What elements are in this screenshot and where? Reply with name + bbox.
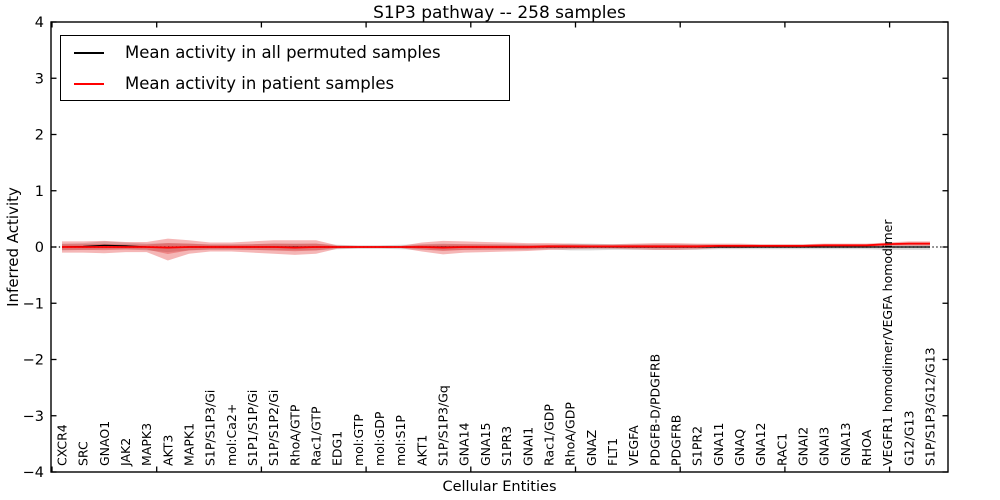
y-tick-label: 0 (35, 240, 44, 256)
x-category-label: GNAI1 (520, 427, 535, 466)
patient-band-outer (62, 238, 930, 261)
x-category-label: PDGFRB (668, 415, 683, 466)
x-category-label: PDGFB-D/PDGFRB (647, 354, 662, 466)
x-category-label: EDG1 (330, 431, 345, 466)
legend-item-permuted: Mean activity in all permuted samples (61, 37, 509, 68)
x-category-label: CXCR4 (55, 424, 70, 466)
x-category-label: VEGFR1 homodimer/VEGFA homodimer (880, 219, 895, 466)
y-axis-label: Inferred Activity (4, 187, 22, 307)
x-category-label: GNAZ (584, 430, 599, 466)
y-tick-label: −3 (23, 409, 44, 425)
x-category-label: GNA13 (838, 423, 853, 467)
x-category-label: S1P1/S1P/Gi (245, 390, 260, 466)
x-category-label: GNAQ (732, 429, 747, 466)
x-category-label: S1P/S1P3/Gq (436, 385, 451, 466)
x-category-label: MAPK1 (182, 423, 197, 466)
x-category-label: SRC (76, 441, 91, 466)
y-tick-label: 3 (35, 71, 44, 87)
x-category-label: GNA11 (711, 423, 726, 467)
legend-label: Mean activity in patient samples (125, 74, 395, 93)
x-category-label: Rac1/GTP (309, 406, 324, 466)
y-tick-label: −1 (23, 296, 44, 312)
x-category-label: GNA12 (753, 423, 768, 467)
x-category-label: GNAO1 (97, 421, 112, 466)
x-category-label: RHOA (859, 429, 874, 466)
x-category-label: S1P/S1P3/G12/G13 (923, 347, 938, 466)
x-category-label: GNAI2 (795, 427, 810, 466)
x-category-label: JAK2 (118, 438, 133, 467)
permuted-line-sample-icon (74, 51, 104, 54)
x-category-label: GNAI3 (817, 427, 832, 466)
y-tick-label: 1 (35, 184, 44, 200)
x-category-label: VEGFA (626, 425, 641, 466)
x-category-label: MAPK3 (139, 423, 154, 466)
patient-line-sample-icon (74, 82, 104, 85)
x-category-label: RhoA/GDP (563, 402, 578, 466)
x-category-label: G12/G13 (901, 411, 916, 466)
x-category-label: RAC1 (774, 433, 789, 466)
x-category-label: Rac1/GDP (541, 404, 556, 466)
x-category-label: AKT1 (414, 435, 429, 466)
y-tick-label: −2 (23, 353, 44, 369)
x-category-label: mol:Ca2+ (224, 404, 239, 466)
x-category-label: S1PR3 (499, 426, 514, 466)
x-category-label: mol:GTP (351, 414, 366, 466)
x-category-label: mol:GDP (372, 411, 387, 466)
y-tick-label: −4 (23, 465, 44, 481)
x-category-label: GNA15 (478, 423, 493, 467)
x-category-label: FLT1 (605, 438, 620, 466)
x-category-label: S1PR2 (690, 426, 705, 466)
x-category-label: S1P/S1P2/Gi (266, 390, 281, 466)
y-tick-label: 4 (35, 15, 44, 31)
legend-item-patient: Mean activity in patient samples (61, 68, 509, 99)
y-tick-label: 2 (35, 128, 44, 144)
x-category-label: AKT3 (160, 435, 175, 466)
patient-mean-line (62, 242, 930, 249)
x-category-label: S1P/S1P3/Gi (203, 390, 218, 466)
x-category-label: RhoA/GTP (287, 404, 302, 466)
chart-title: S1P3 pathway -- 258 samples (373, 3, 626, 23)
x-category-label: mol:S1P (393, 415, 408, 466)
x-axis-label: Cellular Entities (442, 479, 557, 495)
legend-label: Mean activity in all permuted samples (125, 43, 441, 62)
x-category-label: GNA14 (457, 422, 472, 466)
legend: Mean activity in all permuted samples Me… (60, 35, 510, 101)
